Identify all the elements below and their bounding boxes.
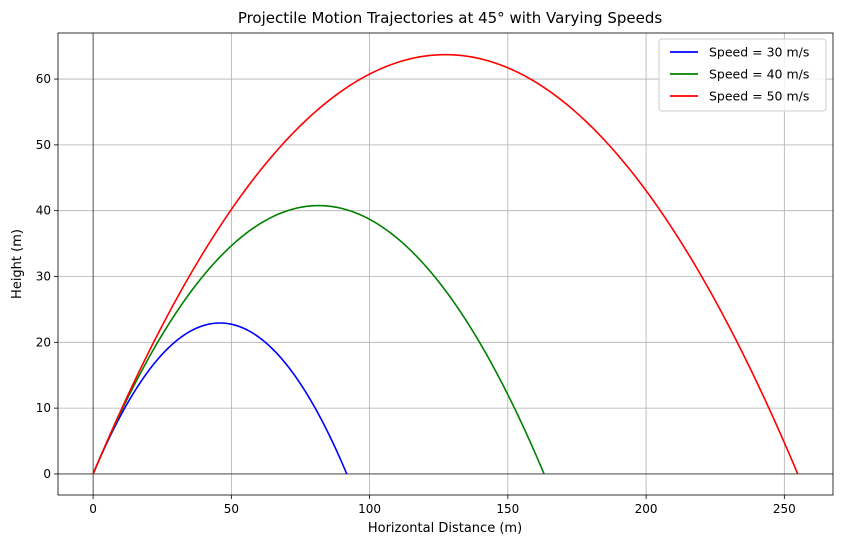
y-axis-label: Height (m) [10,229,25,299]
zero-axis-lines [58,33,833,495]
y-tick-label: 60 [36,72,51,86]
x-tick-label: 100 [358,502,381,516]
x-ticks: 0 50 100 150 200 250 [89,495,796,516]
x-tick-label: 50 [224,502,239,516]
legend-label: Speed = 40 m/s [709,67,809,82]
x-tick-label: 200 [635,502,658,516]
series-layer [92,53,799,475]
legend-box [658,38,827,112]
x-tick-label: 150 [496,502,519,516]
x-tick-label: 250 [773,502,796,516]
y-tick-label: 20 [36,335,51,349]
legend-label: Speed = 50 m/s [709,89,809,104]
x-axis-label: Horizontal Distance (m) [368,521,522,536]
y-tick-label: 40 [36,204,51,218]
y-tick-label: 30 [36,270,51,284]
plot-frame [57,32,834,496]
series-line-40 [92,204,545,475]
series-line-30 [92,322,348,475]
y-tick-label: 50 [36,138,51,152]
legend: Speed = 30 m/s Speed = 40 m/s Speed = 50 m… [658,38,827,112]
legend-label: Speed = 30 m/s [709,45,809,60]
series-line-50 [92,53,799,475]
y-tick-label: 0 [43,467,51,481]
chart-title: Projectile Motion Trajectories at 45° wi… [238,9,663,27]
y-ticks: 0 10 20 30 40 50 60 [36,72,58,481]
y-tick-label: 10 [36,401,51,415]
x-tick-label: 0 [89,502,97,516]
